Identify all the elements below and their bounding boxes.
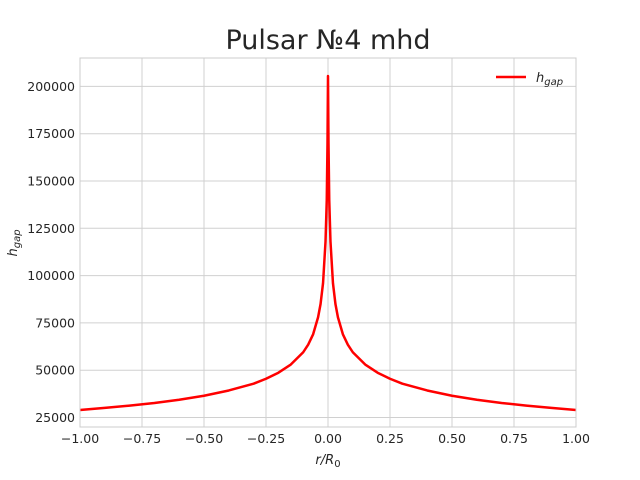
y-tick-label: 175000 — [27, 126, 75, 141]
y-tick-label: 150000 — [27, 174, 75, 189]
x-tick-label: −0.75 — [123, 431, 161, 446]
chart-title: Pulsar №4 mhd — [225, 25, 430, 56]
series-line-hgap — [79, 74, 577, 412]
x-tick-label: 0.25 — [376, 431, 404, 446]
y-tick-label: 125000 — [27, 221, 75, 236]
y-tick-label: 50000 — [35, 363, 75, 378]
x-axis-label: r/R0 — [315, 453, 340, 470]
plot-area — [79, 74, 577, 412]
legend: hgap — [496, 71, 563, 88]
x-tick-label: 0.75 — [500, 431, 528, 446]
x-tick-label: 0.50 — [438, 431, 466, 446]
y-axis: 25000 50000 75000 100000 125000 150000 175000 2… — [27, 79, 75, 425]
x-tick-label: 1.00 — [562, 431, 590, 446]
x-tick-label: 0.00 — [314, 431, 342, 446]
x-tick-label: −1.00 — [61, 431, 99, 446]
legend-label: hgap — [536, 71, 563, 88]
y-tick-label: 200000 — [27, 79, 75, 94]
y-tick-label: 25000 — [35, 410, 75, 425]
y-axis-label: hgap — [6, 229, 23, 256]
plot-frame — [79, 57, 577, 428]
x-tick-label: −0.25 — [247, 431, 285, 446]
y-tick-label: 75000 — [35, 315, 75, 330]
y-tick-label: 100000 — [27, 268, 75, 283]
x-axis: −1.00 −0.75 −0.50 −0.25 0.00 0.25 0.50 0.75 1.00 — [61, 431, 590, 446]
x-tick-label: −0.50 — [185, 431, 223, 446]
